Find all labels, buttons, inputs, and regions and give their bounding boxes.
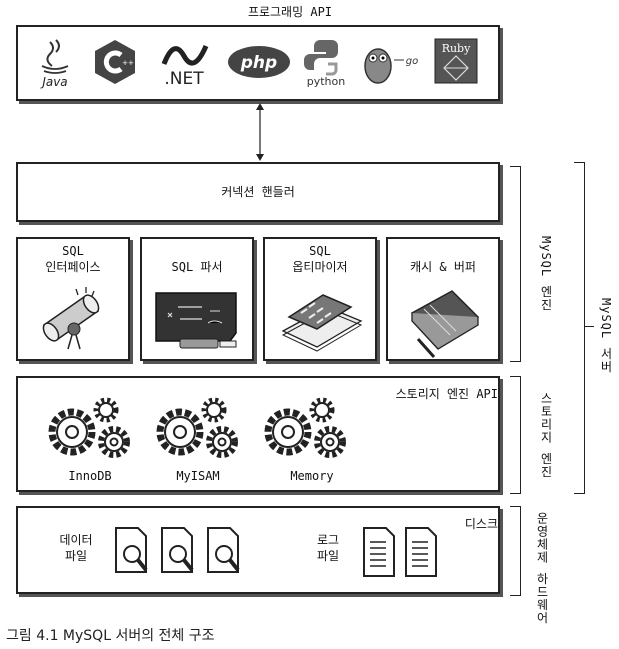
svg-text:go: go: [406, 56, 418, 67]
chalkboard-icon: [155, 292, 237, 349]
sql-interface-label: SQL 인터페이스: [45, 244, 101, 274]
php-logo-icon: php: [226, 44, 292, 80]
cache-buffer-label: 캐시 & 버퍼: [410, 260, 476, 274]
os-hardware-bracket: [510, 506, 521, 596]
svg-text:.NET: .NET: [164, 69, 204, 88]
storage-engine-bracket: [510, 376, 521, 494]
mysql-server-bracket-tick: [584, 326, 594, 327]
os-hardware-label: 운영체제 하드웨어: [535, 512, 549, 625]
connection-handler-box: 커넥션 핸들러: [16, 162, 500, 222]
go-gopher-logo-icon: go: [360, 38, 422, 88]
myisam-label: MyISAM: [176, 469, 220, 483]
memory-label: Memory: [290, 469, 334, 483]
sql-optimizer-box: SQL 옵티마이저: [263, 237, 377, 361]
python-logo-icon: python: [300, 36, 352, 88]
cpp-logo-icon: ++: [92, 38, 138, 86]
myisam-gears-icon: [156, 397, 238, 458]
svg-text:python: python: [307, 75, 346, 88]
mysql-server-bracket: [574, 162, 585, 494]
storage-engine-side-label: 스토리지 엔진: [539, 392, 553, 479]
mysql-engine-label: MySQL 엔진: [539, 236, 553, 312]
double-arrow-connector: [256, 103, 264, 161]
disk-box: 디스크 데이터 파일 로그 파일: [16, 506, 500, 594]
data-files-label: 데이터 파일: [59, 533, 93, 563]
sql-interface-box: SQL 인터페이스: [16, 237, 130, 361]
figure-caption: 그림 4.1 MySQL 서버의 전체 구조: [6, 628, 215, 644]
mysql-server-label: MySQL 서버: [599, 298, 613, 374]
log-files-label: 로그 파일: [316, 533, 340, 563]
log-file-icon: [363, 527, 437, 577]
connection-handler-label: 커넥션 핸들러: [221, 185, 295, 199]
svg-text:++: ++: [122, 59, 134, 67]
calculator-icon: [281, 294, 363, 352]
innodb-label: InnoDB: [68, 469, 112, 483]
storage-engine-api-label: 스토리지 엔진 API: [395, 387, 498, 401]
java-logo-icon: Java: [34, 36, 76, 90]
svg-text:php: php: [240, 53, 277, 73]
sql-optimizer-label: SQL 옵티마이저: [292, 244, 348, 274]
dotnet-logo-icon: .NET: [156, 38, 212, 88]
svg-text:Ruby: Ruby: [442, 42, 471, 55]
notebook-icon: [410, 290, 480, 358]
data-file-search-icon: [115, 527, 240, 573]
cache-buffer-box: 캐시 & 버퍼: [386, 237, 500, 361]
svg-text:Java: Java: [40, 75, 67, 89]
ruby-logo-icon: Ruby: [434, 38, 478, 84]
scroll-icon: [42, 287, 100, 350]
programming-api-title: 프로그래밍 API: [247, 5, 333, 19]
sql-parser-label: SQL 파서: [171, 260, 223, 274]
sql-parser-box: SQL 파서: [140, 237, 254, 361]
innodb-gears-icon: [48, 397, 130, 458]
storage-engine-api-box: 스토리지 엔진 API InnoDB MyISAM: [16, 376, 500, 492]
memory-gears-icon: [264, 397, 346, 458]
disk-label: 디스크: [464, 517, 498, 531]
mysql-engine-bracket: [510, 166, 521, 362]
